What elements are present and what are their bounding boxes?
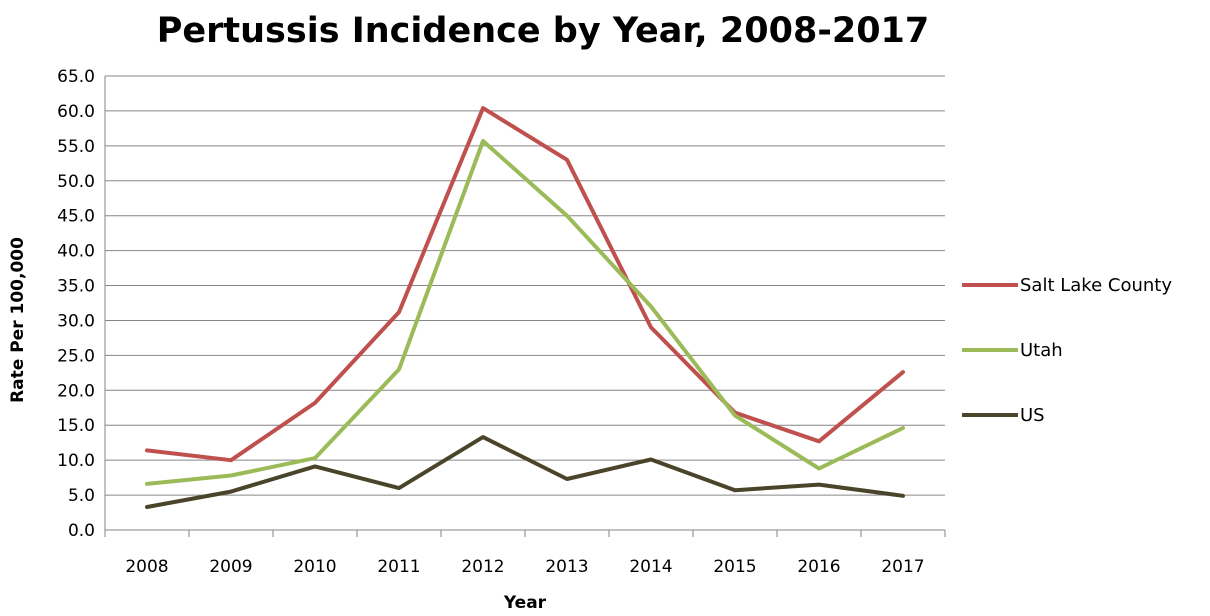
legend-label: US (1020, 405, 1045, 426)
x-tick-label: 2016 (797, 557, 840, 577)
series-line-utah (145, 139, 905, 486)
y-tick-label: 60.0 (57, 102, 95, 122)
x-tick-label: 2008 (125, 557, 168, 577)
x-tick-label: 2011 (377, 557, 420, 577)
legend-item-us: US (962, 405, 1045, 426)
legend-label: Salt Lake County (1020, 275, 1172, 296)
x-tick-label: 2013 (545, 557, 588, 577)
x-tick-label: 2017 (881, 557, 924, 577)
y-tick-labels: 0.0 5.0 10.0 15.0 20.0 25.0 30.0 35.0 40.0 45.0 50… (57, 67, 95, 541)
x-tick-label: 2009 (209, 557, 252, 577)
y-tick-label: 10.0 (57, 451, 95, 471)
legend: Salt Lake County Utah US (962, 275, 1172, 426)
legend-item-utah: Utah (962, 340, 1063, 361)
y-tick-label: 50.0 (57, 172, 95, 192)
x-tick-label: 2014 (629, 557, 672, 577)
gridlines (105, 75, 945, 496)
series-line-salt-lake-county (145, 106, 905, 463)
x-tick-label: 2012 (461, 557, 504, 577)
y-tick-label: 0.0 (68, 521, 95, 541)
y-tick-label: 40.0 (57, 242, 95, 262)
y-tick-label: 35.0 (57, 277, 95, 297)
x-tick-label: 2015 (713, 557, 756, 577)
y-tick-label: 25.0 (57, 346, 95, 366)
series-lines (145, 106, 905, 509)
y-tick-label: 55.0 (57, 137, 95, 157)
x-axis-title: Year (503, 593, 547, 613)
y-axis-title: Rate Per 100,000 (8, 237, 28, 403)
y-tick-label: 30.0 (57, 311, 95, 331)
y-tick-label: 15.0 (57, 416, 95, 436)
y-tick-label: 20.0 (57, 381, 95, 401)
chart-title: Pertussis Incidence by Year, 2008-2017 (157, 11, 930, 51)
y-tick-label: 45.0 (57, 207, 95, 227)
series-line-us (145, 435, 905, 509)
x-tick-label: 2010 (293, 557, 336, 577)
y-tick-label: 5.0 (68, 486, 95, 506)
x-tick-labels: 2008 2009 2010 2011 2012 2013 2014 2015 2016 2017 (125, 557, 924, 577)
legend-label: Utah (1020, 340, 1063, 361)
legend-item-salt-lake-county: Salt Lake County (962, 275, 1172, 296)
axes (104, 76, 946, 537)
y-tick-label: 65.0 (57, 67, 95, 87)
